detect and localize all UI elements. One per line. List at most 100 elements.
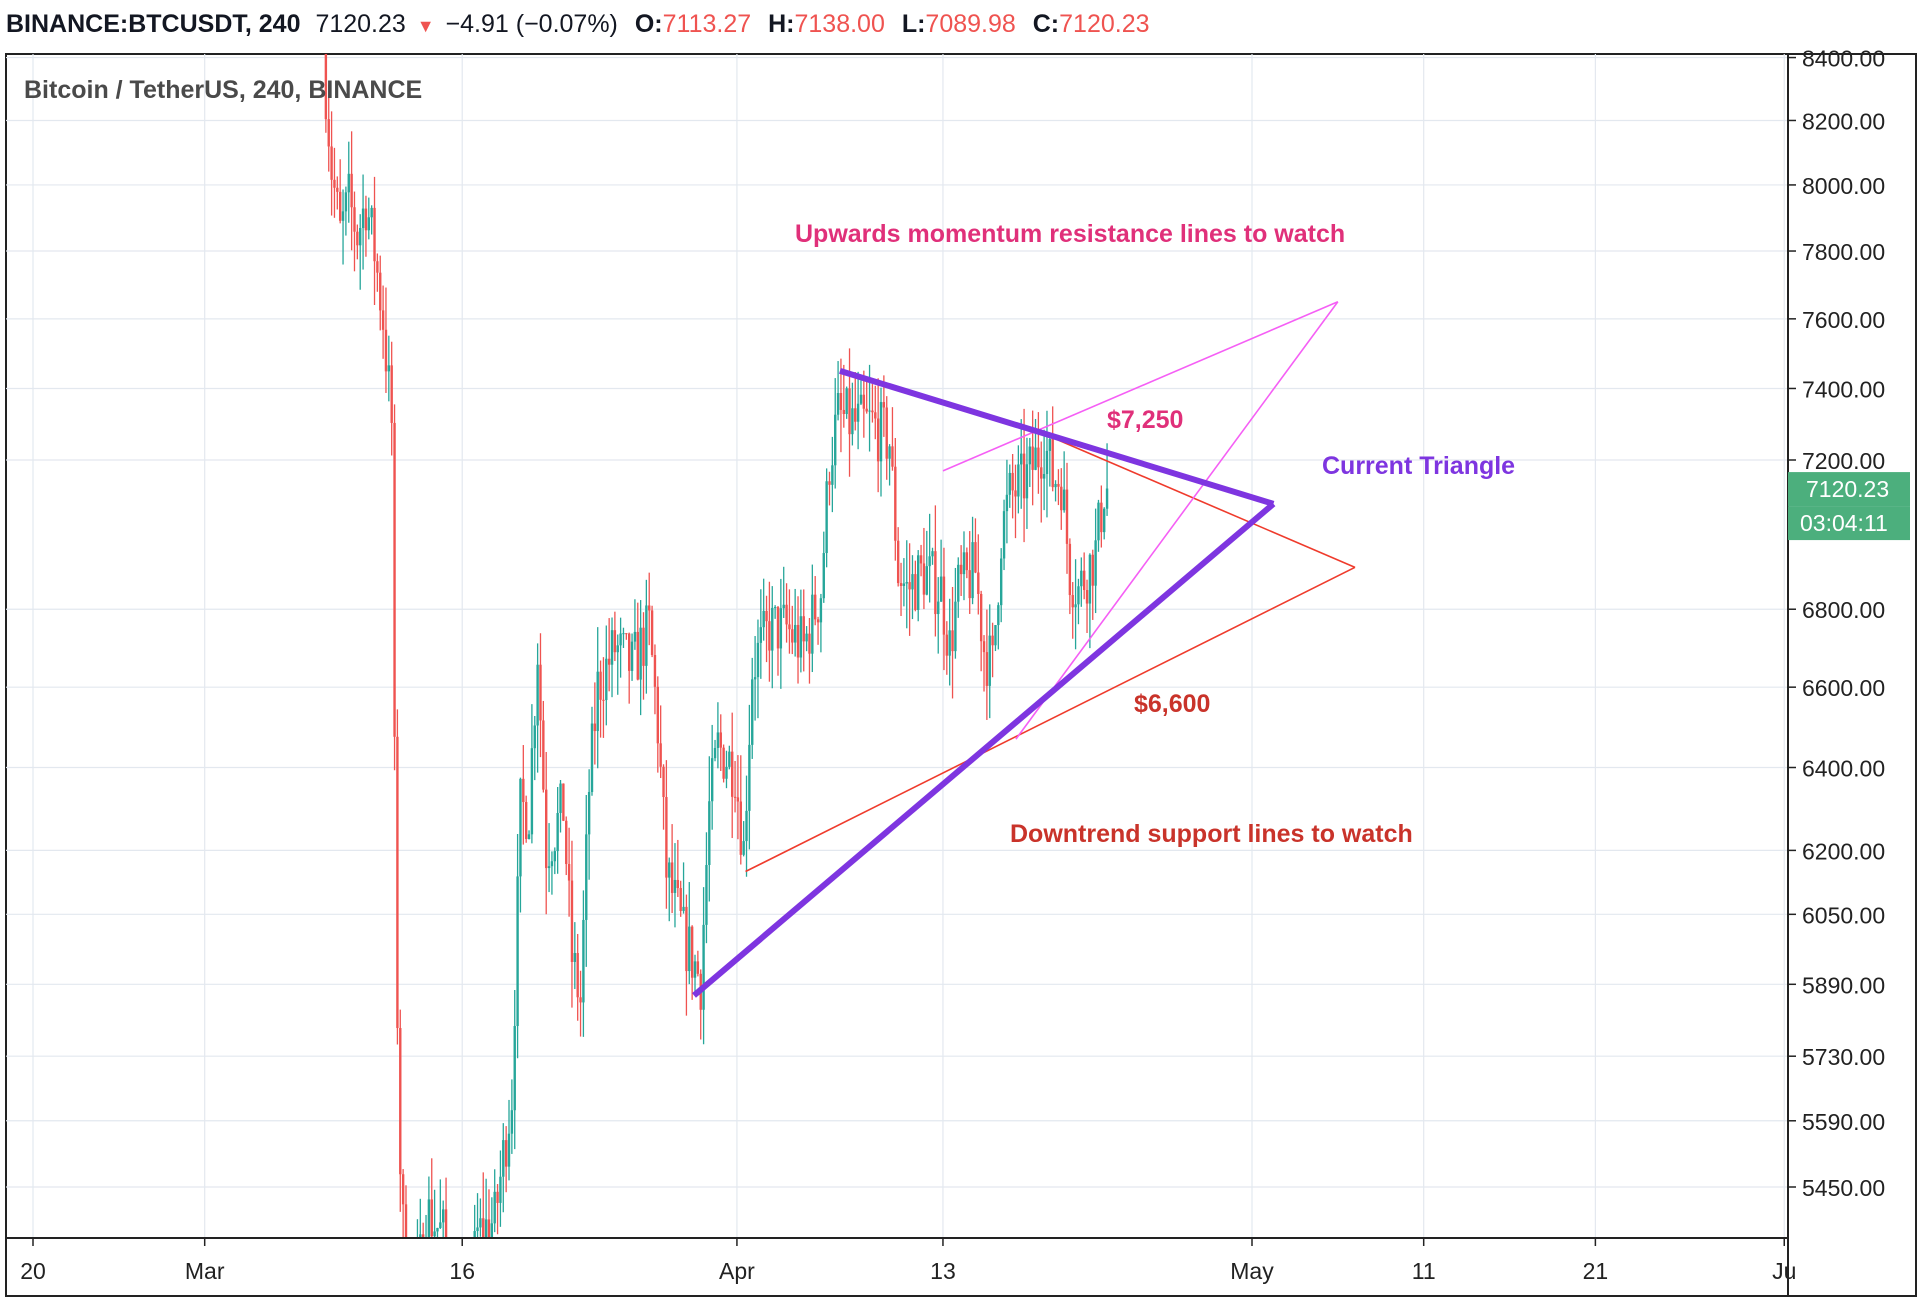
price-tick-label: 6200.00 bbox=[1802, 838, 1885, 864]
candle-body bbox=[633, 631, 637, 642]
candle-body bbox=[401, 1174, 405, 1205]
candle-body bbox=[441, 1209, 445, 1223]
drawings bbox=[692, 300, 1356, 998]
candle-body bbox=[648, 605, 651, 611]
candle-body bbox=[1062, 489, 1066, 511]
candle-body bbox=[713, 747, 717, 759]
candle-body bbox=[1054, 483, 1057, 488]
candle-body bbox=[1082, 570, 1086, 591]
candle-body bbox=[1085, 590, 1089, 604]
candle-body bbox=[330, 146, 333, 180]
candle-body bbox=[882, 402, 886, 408]
candle-body bbox=[891, 446, 894, 467]
price-change: −4.91 (−0.07%) bbox=[445, 10, 618, 38]
candle-body bbox=[925, 566, 928, 595]
candle-body bbox=[939, 576, 943, 602]
candle-body bbox=[384, 329, 388, 372]
candle-body bbox=[636, 631, 639, 680]
candle-body bbox=[1071, 595, 1074, 608]
candle-body bbox=[482, 1218, 485, 1238]
candle-body bbox=[1014, 490, 1017, 497]
price-tick-label: 8200.00 bbox=[1802, 108, 1885, 134]
price-tick-label: 6050.00 bbox=[1802, 902, 1885, 928]
price-tick-label: 8000.00 bbox=[1802, 173, 1885, 199]
low-label: L: bbox=[901, 10, 926, 38]
candle-body bbox=[393, 422, 396, 737]
candle-body bbox=[676, 879, 680, 889]
candle-body bbox=[602, 699, 605, 701]
candle-body bbox=[433, 1231, 436, 1237]
candle-body bbox=[1002, 511, 1006, 559]
candle-body bbox=[808, 633, 811, 654]
candle-body bbox=[822, 553, 825, 599]
candle-body bbox=[670, 862, 674, 893]
candle-body bbox=[1048, 439, 1052, 451]
triangle-lower-line bbox=[692, 501, 1276, 998]
candle-body bbox=[854, 408, 857, 422]
candle-body bbox=[336, 187, 339, 192]
candle-body bbox=[656, 686, 660, 744]
last-price: 7120.23 bbox=[315, 10, 406, 38]
candle-body bbox=[1037, 447, 1040, 468]
candle-body bbox=[748, 744, 751, 811]
candle-body bbox=[773, 607, 777, 609]
candle-body bbox=[979, 593, 983, 642]
candle-body bbox=[333, 179, 336, 188]
candle-body bbox=[937, 601, 940, 615]
support-upper-line bbox=[1037, 430, 1356, 569]
candle-body bbox=[782, 604, 785, 609]
candle-body bbox=[710, 758, 714, 802]
candle-body bbox=[1103, 508, 1106, 533]
candle-body bbox=[842, 409, 846, 415]
candle-body bbox=[991, 635, 994, 646]
candle-body bbox=[344, 192, 348, 212]
candle-body bbox=[421, 1234, 425, 1238]
candle-body bbox=[974, 542, 977, 573]
candle-body bbox=[565, 820, 568, 865]
candle-body bbox=[547, 866, 551, 869]
candle-body bbox=[1031, 446, 1034, 470]
candle-body bbox=[613, 630, 617, 653]
price-tick-label: 6400.00 bbox=[1802, 756, 1885, 782]
candle-body bbox=[731, 751, 734, 797]
countdown-box bbox=[1788, 506, 1910, 541]
candle-body bbox=[630, 641, 634, 671]
candle-body bbox=[896, 540, 900, 584]
candle-body bbox=[868, 410, 871, 412]
candle-body bbox=[871, 410, 874, 413]
candle-body bbox=[839, 393, 843, 410]
candle-body bbox=[690, 926, 694, 978]
candle-body bbox=[364, 208, 368, 231]
time-tick-label: Ju bbox=[1772, 1258, 1796, 1284]
candle-body bbox=[659, 743, 662, 767]
candle-body bbox=[579, 997, 582, 1003]
time-axis[interactable]: 20 Mar 16 Apr 13 May 11 21 Ju bbox=[20, 1238, 1796, 1284]
price-axis[interactable]: 8400.00 8200.00 8000.00 7800.00 7600.00 7400.… bbox=[1788, 46, 1885, 1201]
candle-body bbox=[719, 732, 722, 748]
candle-body bbox=[856, 403, 860, 422]
candle-body bbox=[573, 953, 577, 962]
candle-body bbox=[627, 633, 631, 671]
candle-body bbox=[562, 783, 565, 821]
candle-body bbox=[968, 570, 971, 599]
candle-body bbox=[390, 365, 393, 423]
candle-body bbox=[997, 605, 1000, 626]
candle-body bbox=[1057, 483, 1060, 487]
candle-body bbox=[607, 658, 611, 665]
open-value: 7113.27 bbox=[662, 10, 752, 38]
resistance-top-line bbox=[942, 300, 1339, 472]
candle-body bbox=[533, 725, 536, 749]
price-tick-label: 5730.00 bbox=[1802, 1044, 1885, 1070]
candle-body bbox=[885, 407, 888, 459]
candle-body bbox=[934, 551, 937, 615]
countdown-label: 03:04:11 bbox=[1800, 510, 1888, 536]
grid bbox=[6, 54, 1788, 1238]
candle-body bbox=[919, 555, 923, 564]
candle-body bbox=[381, 310, 385, 330]
candle-body bbox=[645, 605, 648, 666]
candle-body bbox=[905, 582, 908, 584]
candle-body bbox=[1025, 464, 1029, 499]
candle-body bbox=[922, 563, 926, 595]
candle-body bbox=[502, 1140, 505, 1177]
